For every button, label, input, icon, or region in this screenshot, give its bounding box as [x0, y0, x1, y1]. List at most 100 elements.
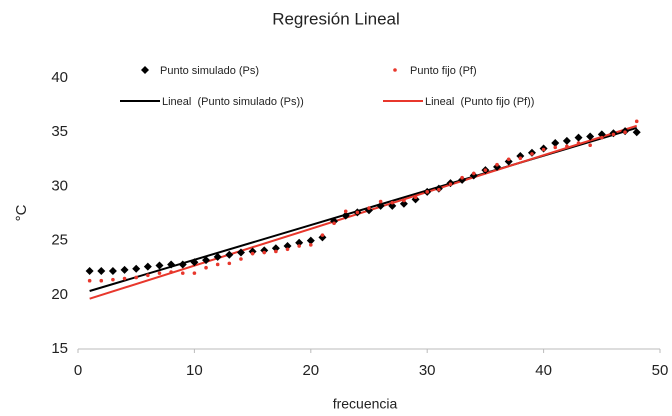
x-tick-label: 10 [186, 362, 203, 379]
dot-point [576, 141, 581, 145]
diamond-point [306, 236, 315, 245]
diamond-point [132, 264, 141, 273]
y-tick-label: 35 [51, 123, 68, 140]
diamond-point [190, 258, 199, 267]
dot-point [530, 152, 534, 156]
diamond-point [551, 139, 560, 148]
dot-point [355, 210, 360, 215]
dot-point [600, 135, 604, 140]
dot-point [518, 156, 523, 161]
diamond-point [574, 133, 583, 142]
diamond-point [493, 162, 502, 171]
diamond-point [225, 250, 234, 259]
dot-point [634, 119, 639, 124]
dot-point [390, 200, 395, 205]
dot-point [367, 206, 371, 210]
diamond-point [504, 157, 513, 166]
dot-point [180, 271, 185, 275]
dot-point [343, 209, 348, 214]
y-axis-label: °C [13, 204, 30, 221]
diamond-point [632, 128, 641, 137]
dot-point [87, 278, 92, 283]
dot-point [239, 257, 243, 261]
dot-point [506, 157, 511, 162]
dot-point [378, 199, 383, 204]
diamond-point [167, 260, 176, 269]
legend-label: Lineal (Punto fijo (Pf)) [425, 96, 534, 108]
dot-point [285, 247, 290, 252]
y-tick-label: 20 [51, 286, 68, 303]
diamond-point [458, 175, 467, 184]
diamond-point [248, 247, 257, 256]
dot-point [215, 262, 220, 267]
dot-point [262, 250, 267, 255]
diamond-point [365, 206, 373, 215]
diamond-point [120, 265, 129, 274]
diamond-point [213, 252, 222, 261]
legend-label: Punto fijo (Pf) [410, 65, 477, 77]
x-tick-label: 20 [302, 362, 319, 379]
dot-point [495, 162, 499, 167]
diamond-point [376, 201, 385, 210]
dot-point [204, 265, 208, 270]
x-tick-label: 0 [74, 362, 82, 379]
dot-point [332, 221, 336, 226]
diamond-point [341, 211, 350, 220]
diamond-point [236, 248, 245, 257]
dot-point [553, 145, 558, 150]
diamond-point [271, 244, 280, 253]
dot-point [320, 233, 325, 237]
y-tick-label: 15 [51, 340, 68, 357]
diamond-point [155, 261, 164, 270]
dot-point [227, 261, 232, 266]
dot-point [297, 244, 301, 248]
dot-point [402, 198, 406, 203]
dot-point [250, 251, 255, 256]
dot-point [623, 130, 627, 134]
diamond-point [295, 238, 304, 247]
dot-point [541, 147, 546, 152]
trendline [89, 124, 638, 300]
dot-point [437, 187, 441, 192]
diamond-point [260, 246, 269, 255]
chart-title: Regresión Lineal [272, 9, 400, 28]
dot-point [471, 171, 476, 176]
dot-point [274, 249, 278, 254]
dot-point [565, 144, 569, 149]
dot-point [588, 143, 592, 148]
y-tick-label: 30 [51, 177, 68, 194]
diamond-point [469, 171, 478, 180]
dot-point [393, 68, 397, 72]
x-axis-label: frecuencia [333, 396, 398, 412]
y-tick-label: 25 [51, 232, 68, 249]
dot-point [111, 277, 115, 282]
dot-point [146, 273, 150, 278]
dot-point [157, 271, 162, 275]
diamond-point [399, 199, 408, 208]
diamond-point [202, 256, 211, 265]
diamond-point [108, 266, 117, 275]
diamond-point [97, 266, 106, 275]
diamond-point [318, 233, 327, 242]
dot-point [309, 243, 313, 247]
x-tick-label: 30 [419, 362, 436, 379]
dot-point [611, 132, 616, 137]
dot-point [169, 270, 173, 274]
diamond-point [143, 262, 152, 271]
y-tick-label: 40 [51, 69, 68, 86]
x-tick-label: 40 [535, 362, 552, 379]
dot-point [460, 175, 464, 180]
dot-point [483, 168, 488, 172]
diamond-point [411, 195, 420, 204]
diamond-point [85, 266, 94, 275]
diamond-point [283, 242, 292, 251]
dot-point [134, 275, 138, 280]
diamond-point [516, 152, 525, 161]
diamond-point [586, 132, 595, 141]
dot-point [448, 182, 453, 187]
diamond-point [141, 66, 149, 74]
dot-point [413, 195, 418, 200]
legend-label: Lineal (Punto simulado (Ps)) [162, 96, 304, 108]
diamond-point [597, 130, 606, 139]
